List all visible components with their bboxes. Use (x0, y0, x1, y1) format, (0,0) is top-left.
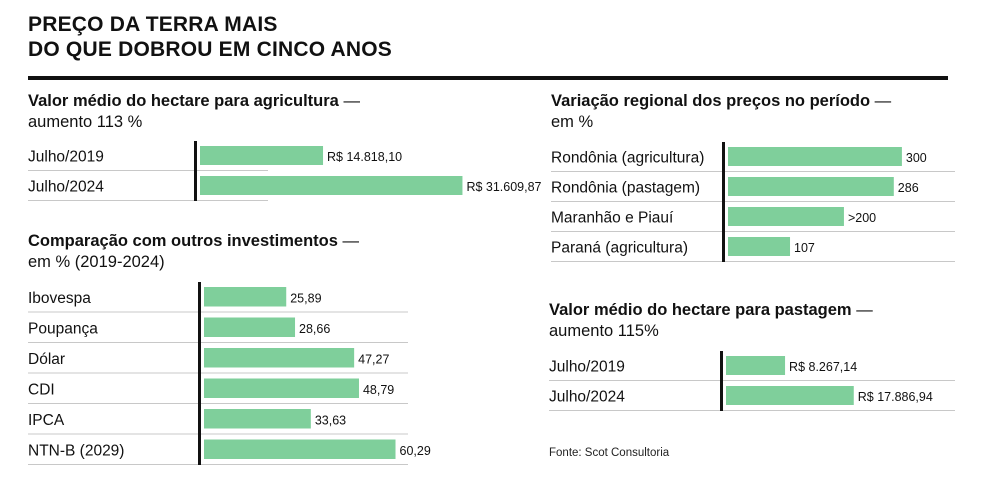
category-label: Julho/2019 (549, 359, 625, 376)
panel-investments-title-dash: — (337, 232, 360, 250)
main-title: PREÇO DA TERRA MAIS DO QUE DOBROU EM CIN… (28, 12, 392, 62)
axis-line (722, 142, 725, 262)
bar (726, 386, 854, 405)
panel-agriculture-subtitle: aumento 113 % (28, 113, 143, 131)
value-label: 47,27 (358, 352, 389, 366)
category-label: Rondônia (pastagem) (551, 180, 700, 197)
category-label: IPCA (28, 412, 65, 429)
source-note: Fonte: Scot Consultoria (549, 447, 670, 459)
value-label: R$ 31.609,87 (466, 180, 541, 194)
chart-svg: Rondônia (agricultura) 300 Rondônia (pasta… (551, 142, 955, 262)
category-label: NTN-B (2029) (28, 442, 124, 459)
axis-line (194, 141, 197, 201)
bar (726, 356, 786, 375)
value-label: 300 (906, 151, 927, 165)
category-label: Julho/2024 (28, 179, 104, 196)
panel-regional-subtitle: em % (551, 113, 594, 131)
bar (204, 287, 287, 307)
category-label: Dólar (28, 351, 65, 368)
panel-agriculture: Valor médio do hectare para agricultura … (28, 91, 360, 133)
axis-line (198, 282, 201, 465)
bar (204, 348, 355, 368)
value-label: 28,66 (299, 322, 330, 336)
panel-regional: Variação regional dos preços no período … (551, 91, 891, 133)
chart-agriculture: Julho/2019 R$ 14.818,10 Julho/2024 R$ 31.60… (28, 141, 542, 201)
value-label: 60,29 (400, 444, 431, 458)
bar (728, 207, 844, 226)
category-label: Julho/2019 (28, 149, 104, 166)
category-label: Julho/2024 (549, 389, 625, 406)
panel-regional-title-dash: — (870, 92, 892, 110)
panel-pasture-subtitle: aumento 115% (549, 322, 659, 340)
panel-investments-title-main: Comparação com outros investimentos (28, 232, 338, 250)
bar (728, 177, 894, 196)
bar (204, 409, 311, 429)
chart-svg: Julho/2019 R$ 14.818,10 Julho/2024 R$ 31.60… (28, 141, 542, 201)
chart-investments: Ibovespa 25,89 Poupança 28,66 Dólar 47,27 CDI 4… (28, 282, 431, 465)
value-label: R$ 17.886,94 (858, 390, 933, 404)
panel-agriculture-title-dash: — (338, 92, 360, 110)
panel-pasture-title-main: Valor médio do hectare para pastagem (549, 301, 852, 319)
panel-regional-title: Variação regional dos preços no período … (551, 91, 891, 112)
value-label: 33,63 (315, 413, 346, 427)
bar (204, 317, 296, 337)
chart-svg: Ibovespa 25,89 Poupança 28,66 Dólar 47,27 CDI 4… (28, 282, 431, 465)
category-label: Paraná (agricultura) (551, 240, 688, 257)
panel-agriculture-title: Valor médio do hectare para agricultura … (28, 91, 360, 112)
main-title-line-1: PREÇO DA TERRA MAIS (28, 13, 278, 36)
bar (728, 237, 791, 256)
panel-investments: Comparação com outros investimentos — em… (28, 231, 359, 273)
bar (204, 378, 359, 398)
category-label: Poupança (28, 320, 98, 337)
panel-pasture-title-dash: — (851, 301, 873, 319)
value-label: 48,79 (363, 383, 394, 397)
chart-svg: Julho/2019 R$ 8.267,14 Julho/2024 R$ 17.886… (549, 351, 955, 411)
panel-agriculture-title-main: Valor médio do hectare para agricultura (28, 92, 339, 110)
bar (728, 147, 902, 166)
main-title-line-2: DO QUE DOBROU EM CINCO ANOS (28, 38, 392, 61)
title-rule (28, 76, 948, 80)
panel-investments-subtitle: em % (2019-2024) (28, 253, 165, 271)
category-label: Ibovespa (28, 290, 91, 307)
value-label: 107 (794, 241, 815, 255)
panel-investments-title: Comparação com outros investimentos — (28, 231, 359, 252)
chart-regional: Rondônia (agricultura) 300 Rondônia (pasta… (551, 142, 955, 262)
value-label: R$ 8.267,14 (789, 360, 857, 374)
panel-regional-title-main: Variação regional dos preços no período (551, 92, 871, 110)
panel-pasture-title: Valor médio do hectare para pastagem — (549, 300, 873, 321)
category-label: CDI (28, 381, 55, 398)
value-label: R$ 14.818,10 (327, 150, 402, 164)
category-label: Maranhão e Piauí (551, 210, 674, 227)
bar (200, 176, 463, 195)
bar (200, 146, 324, 165)
value-label: 286 (898, 181, 919, 195)
value-label: 25,89 (290, 291, 321, 305)
value-label: >200 (848, 211, 876, 225)
category-label: Rondônia (agricultura) (551, 150, 704, 167)
bar (204, 439, 396, 459)
panel-pasture: Valor médio do hectare para pastagem — a… (549, 300, 873, 342)
axis-line (720, 351, 723, 411)
chart-pasture: Julho/2019 R$ 8.267,14 Julho/2024 R$ 17.886… (549, 351, 955, 411)
